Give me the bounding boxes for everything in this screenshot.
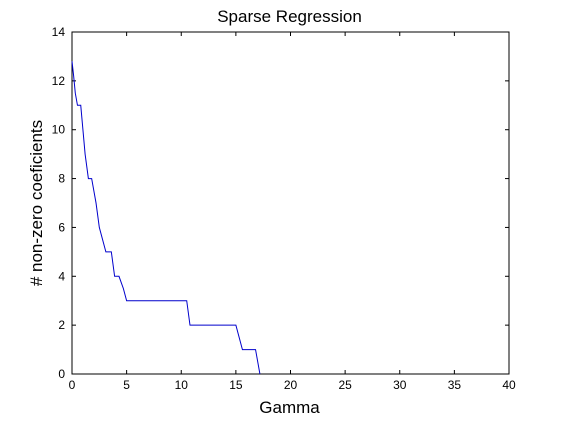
y-tick-label: 4 xyxy=(58,269,65,283)
x-tick-label: 0 xyxy=(69,378,76,392)
x-tick-label: 10 xyxy=(175,378,189,392)
y-tick-label: 10 xyxy=(52,123,66,137)
y-tick-label: 12 xyxy=(52,74,66,88)
y-tick-label: 8 xyxy=(58,172,65,186)
x-tick-label: 5 xyxy=(123,378,130,392)
x-tick-label: 35 xyxy=(448,378,462,392)
y-tick-label: 2 xyxy=(58,318,65,332)
x-tick-label: 25 xyxy=(338,378,352,392)
chart-title: Sparse Regression xyxy=(217,7,362,26)
x-tick-label: 40 xyxy=(502,378,516,392)
x-tick-label: 30 xyxy=(393,378,407,392)
y-tick-label: 14 xyxy=(52,25,66,39)
plot-area xyxy=(71,31,510,375)
y-tick-label: 6 xyxy=(58,220,65,234)
y-tick-label: 0 xyxy=(58,367,65,381)
x-axis-label: Gamma xyxy=(259,398,320,417)
x-axis-ticks: 0 5 10 15 20 25 30 35 40 xyxy=(69,32,516,392)
x-tick-label: 15 xyxy=(229,378,243,392)
y-axis-ticks: 0 2 4 6 8 10 12 14 xyxy=(52,25,509,381)
series-line-non-zero-coefficients xyxy=(71,61,261,375)
y-axis-label: # non-zero coeficients xyxy=(27,120,46,286)
x-tick-label: 20 xyxy=(284,378,298,392)
